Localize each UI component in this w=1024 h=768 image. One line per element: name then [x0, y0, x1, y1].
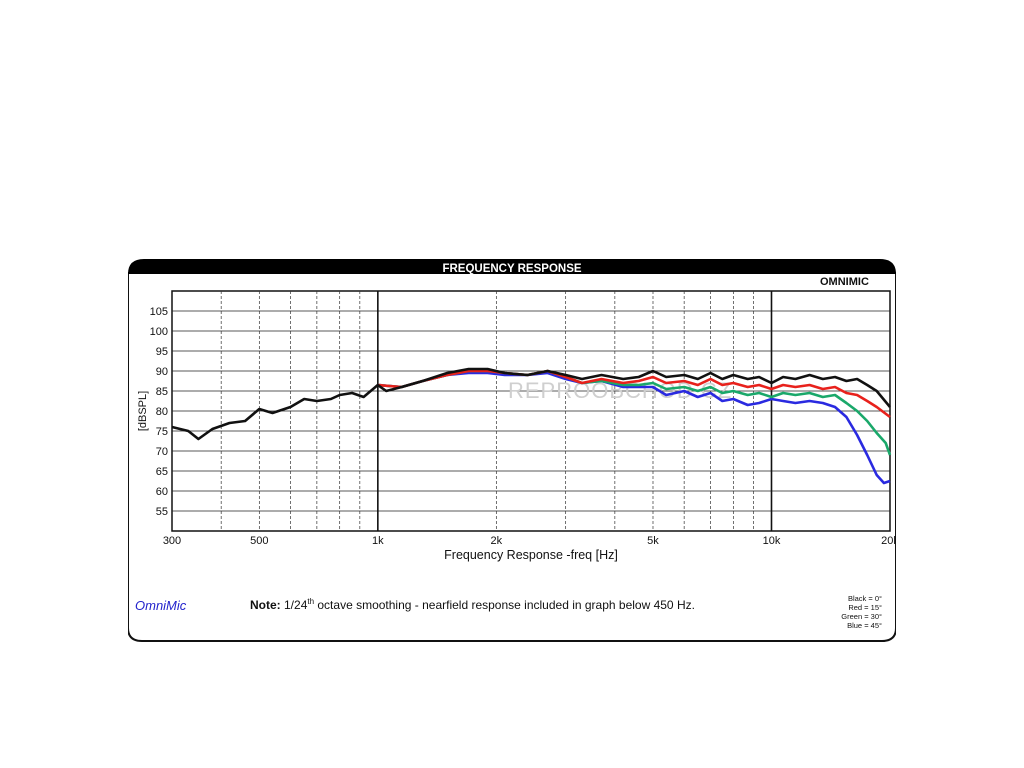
grid-lines	[172, 291, 890, 531]
y-tick-labels: 55 60 65 70 75 80 85 90 95 100 105	[150, 306, 168, 518]
series-line-black	[171, 367, 891, 441]
x-tick-label: 10k	[763, 535, 781, 547]
legend-item-red: Red = 15°	[848, 603, 882, 612]
series-group	[171, 367, 892, 485]
y-tick-label: 55	[156, 506, 168, 518]
y-tick-label: 65	[156, 466, 168, 478]
y-tick-label: 70	[156, 446, 168, 458]
chart-card: FREQUENCY RESPONSE OMNIMIC REPROOBCHOD.C…	[128, 258, 896, 642]
y-tick-label: 95	[156, 346, 168, 358]
header-title: FREQUENCY RESPONSE	[442, 263, 581, 275]
x-tick-labels: 300 500 1k 2k 5k 10k 20k	[163, 535, 896, 547]
note-label: Note:	[250, 598, 281, 612]
y-tick-label: 90	[156, 366, 168, 378]
x-axis-label: Frequency Response -freq [Hz]	[444, 548, 618, 562]
y-axis-label: [dBSPL]	[137, 391, 149, 431]
header-bar	[128, 259, 896, 274]
x-tick-label: 5k	[647, 535, 659, 547]
note-text-before: 1/24	[280, 598, 308, 612]
y-tick-label: 60	[156, 486, 168, 498]
omnimic-logo: OMNIMIC	[820, 276, 869, 288]
y-tick-label: 105	[150, 306, 168, 318]
y-tick-label: 100	[150, 326, 168, 338]
legend: Black = 0° Red = 15° Green = 30° Blue = …	[800, 594, 882, 630]
legend-item-black: Black = 0°	[847, 594, 882, 603]
legend-item-blue: Blue = 45°	[847, 621, 882, 630]
y-tick-label: 85	[156, 386, 168, 398]
note-text-after: octave smoothing - nearfield response in…	[314, 598, 695, 612]
legend-item-green: Green = 30°	[841, 612, 882, 621]
series-line-blue	[377, 371, 891, 485]
card-border	[128, 272, 896, 642]
x-tick-label: 2k	[491, 535, 503, 547]
brand-label: OmniMic	[135, 598, 187, 613]
note: Note: 1/24th octave smoothing - nearfiel…	[250, 597, 695, 612]
frequency-response-chart: FREQUENCY RESPONSE OMNIMIC REPROOBCHOD.C…	[128, 259, 896, 642]
x-tick-label: 20k	[881, 535, 896, 547]
note-superscript: th	[307, 597, 315, 606]
x-tick-label: 300	[163, 535, 181, 547]
x-tick-label: 500	[250, 535, 268, 547]
plot-area: REPROOBCHOD.CZ 556065707580859095100105 …	[137, 290, 896, 562]
y-tick-label: 80	[156, 406, 168, 418]
y-tick-label: 75	[156, 426, 168, 438]
x-tick-label: 1k	[372, 535, 384, 547]
